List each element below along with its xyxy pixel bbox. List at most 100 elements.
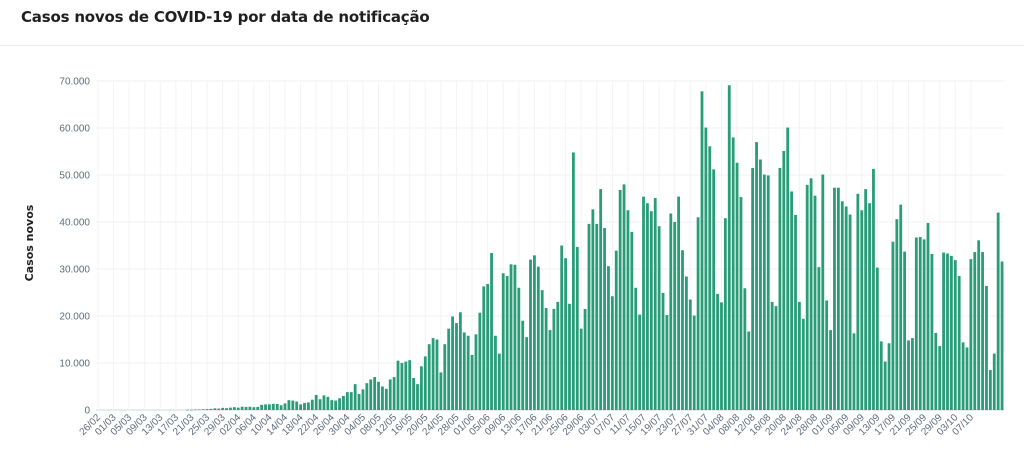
bar[interactable] bbox=[240, 406, 244, 410]
bar[interactable] bbox=[844, 206, 848, 410]
bar[interactable] bbox=[217, 408, 221, 410]
bar[interactable] bbox=[926, 222, 930, 410]
bar[interactable] bbox=[618, 190, 622, 410]
bar[interactable] bbox=[209, 408, 213, 410]
bar[interactable] bbox=[887, 343, 891, 410]
bar[interactable] bbox=[521, 320, 525, 410]
bar[interactable] bbox=[236, 407, 240, 410]
bar[interactable] bbox=[817, 267, 821, 410]
bar[interactable] bbox=[439, 372, 443, 410]
bar[interactable] bbox=[930, 253, 934, 410]
bar[interactable] bbox=[408, 360, 412, 410]
bar[interactable] bbox=[583, 308, 587, 410]
bar[interactable] bbox=[649, 211, 653, 410]
bar[interactable] bbox=[423, 356, 427, 410]
bar[interactable] bbox=[735, 162, 739, 410]
bar[interactable] bbox=[482, 286, 486, 410]
bar[interactable] bbox=[638, 314, 642, 410]
bar[interactable] bbox=[548, 330, 552, 410]
bar[interactable] bbox=[509, 264, 513, 410]
bar[interactable] bbox=[949, 255, 953, 410]
bar[interactable] bbox=[517, 287, 521, 410]
bar[interactable] bbox=[279, 405, 283, 410]
bar[interactable] bbox=[759, 159, 762, 410]
bar[interactable] bbox=[708, 146, 712, 410]
bar[interactable] bbox=[603, 228, 606, 410]
bar[interactable] bbox=[642, 196, 645, 410]
bar[interactable] bbox=[599, 189, 603, 410]
bar[interactable] bbox=[992, 353, 996, 410]
bar[interactable] bbox=[981, 252, 984, 410]
bar[interactable] bbox=[657, 226, 661, 410]
bar[interactable] bbox=[661, 292, 665, 410]
bar[interactable] bbox=[946, 253, 949, 410]
bar[interactable] bbox=[852, 333, 856, 410]
bar[interactable] bbox=[899, 204, 903, 410]
bar[interactable] bbox=[326, 396, 330, 410]
bar[interactable] bbox=[727, 85, 731, 410]
bar[interactable] bbox=[716, 293, 719, 410]
bar[interactable] bbox=[470, 355, 474, 410]
bar[interactable] bbox=[295, 401, 299, 410]
bar[interactable] bbox=[525, 337, 529, 410]
bar[interactable] bbox=[330, 400, 334, 410]
bar[interactable] bbox=[587, 223, 591, 410]
bar[interactable] bbox=[314, 394, 318, 410]
bar[interactable] bbox=[833, 187, 836, 410]
bar[interactable] bbox=[221, 407, 225, 410]
bar[interactable] bbox=[607, 266, 610, 410]
bar[interactable] bbox=[310, 399, 314, 410]
bar[interactable] bbox=[770, 301, 774, 410]
bar[interactable] bbox=[392, 377, 396, 410]
bar[interactable] bbox=[575, 246, 579, 410]
bar[interactable] bbox=[891, 241, 895, 410]
bar[interactable] bbox=[353, 384, 357, 410]
bar[interactable] bbox=[665, 315, 669, 410]
bar[interactable] bbox=[369, 379, 373, 410]
bar[interactable] bbox=[860, 210, 864, 410]
bar[interactable] bbox=[848, 214, 852, 410]
bar[interactable] bbox=[720, 302, 723, 410]
bar[interactable] bbox=[809, 178, 813, 410]
bar[interactable] bbox=[918, 237, 922, 410]
bar[interactable] bbox=[938, 346, 942, 410]
bar[interactable] bbox=[291, 400, 295, 410]
bar[interactable] bbox=[790, 191, 794, 410]
bar[interactable] bbox=[494, 335, 497, 410]
bar[interactable] bbox=[451, 316, 454, 410]
bar[interactable] bbox=[193, 409, 197, 411]
bar[interactable] bbox=[712, 169, 716, 410]
bar[interactable] bbox=[287, 400, 291, 410]
bar[interactable] bbox=[462, 332, 466, 410]
bar[interactable] bbox=[505, 276, 509, 410]
bar[interactable] bbox=[922, 239, 926, 410]
bar[interactable] bbox=[373, 377, 377, 410]
bar[interactable] bbox=[798, 301, 801, 410]
bar[interactable] bbox=[610, 296, 614, 410]
bar[interactable] bbox=[248, 406, 252, 410]
bar[interactable] bbox=[953, 260, 957, 410]
bar[interactable] bbox=[303, 402, 306, 410]
bar[interactable] bbox=[622, 184, 626, 410]
bar[interactable] bbox=[614, 250, 618, 410]
bar[interactable] bbox=[275, 403, 279, 410]
bar[interactable] bbox=[416, 384, 419, 410]
bar[interactable] bbox=[244, 406, 248, 410]
bar[interactable] bbox=[801, 318, 805, 410]
bar[interactable] bbox=[879, 341, 883, 410]
bar[interactable] bbox=[911, 338, 914, 410]
bar[interactable] bbox=[349, 392, 353, 410]
bar[interactable] bbox=[673, 222, 677, 410]
bar[interactable] bbox=[1000, 261, 1004, 410]
bar[interactable] bbox=[669, 213, 673, 410]
bar[interactable] bbox=[388, 379, 392, 410]
bar[interactable] bbox=[700, 91, 704, 410]
bar[interactable] bbox=[626, 210, 630, 410]
bar[interactable] bbox=[299, 404, 302, 410]
bar[interactable] bbox=[384, 388, 388, 410]
bar[interactable] bbox=[977, 240, 981, 410]
bar[interactable] bbox=[634, 287, 638, 410]
bar[interactable] bbox=[630, 231, 634, 410]
bar[interactable] bbox=[466, 335, 470, 410]
bar[interactable] bbox=[322, 395, 326, 410]
